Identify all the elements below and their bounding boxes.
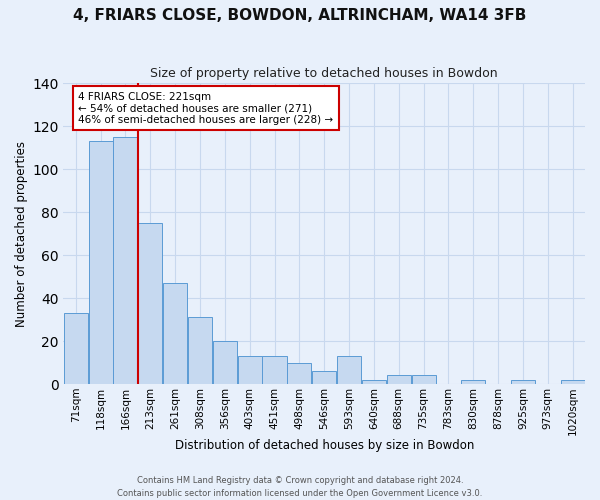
Text: 4, FRIARS CLOSE, BOWDON, ALTRINCHAM, WA14 3FB: 4, FRIARS CLOSE, BOWDON, ALTRINCHAM, WA1… [73,8,527,22]
Bar [362,380,386,384]
X-axis label: Distribution of detached houses by size in Bowdon: Distribution of detached houses by size … [175,440,474,452]
Text: Contains HM Land Registry data © Crown copyright and database right 2024.
Contai: Contains HM Land Registry data © Crown c… [118,476,482,498]
Text: 4 FRIARS CLOSE: 221sqm
← 54% of detached houses are smaller (271)
46% of semi-de: 4 FRIARS CLOSE: 221sqm ← 54% of detached… [79,92,334,125]
Bar [560,380,584,384]
Bar [64,313,88,384]
Bar [113,137,137,384]
Bar [461,380,485,384]
Y-axis label: Number of detached properties: Number of detached properties [15,140,28,326]
Bar [89,141,113,384]
Bar [138,223,163,384]
Bar [163,283,187,384]
Bar [188,318,212,384]
Bar [312,371,336,384]
Title: Size of property relative to detached houses in Bowdon: Size of property relative to detached ho… [151,68,498,80]
Bar [238,356,262,384]
Bar [213,341,237,384]
Bar [511,380,535,384]
Bar [412,376,436,384]
Bar [287,362,311,384]
Bar [262,356,287,384]
Bar [337,356,361,384]
Bar [386,376,411,384]
